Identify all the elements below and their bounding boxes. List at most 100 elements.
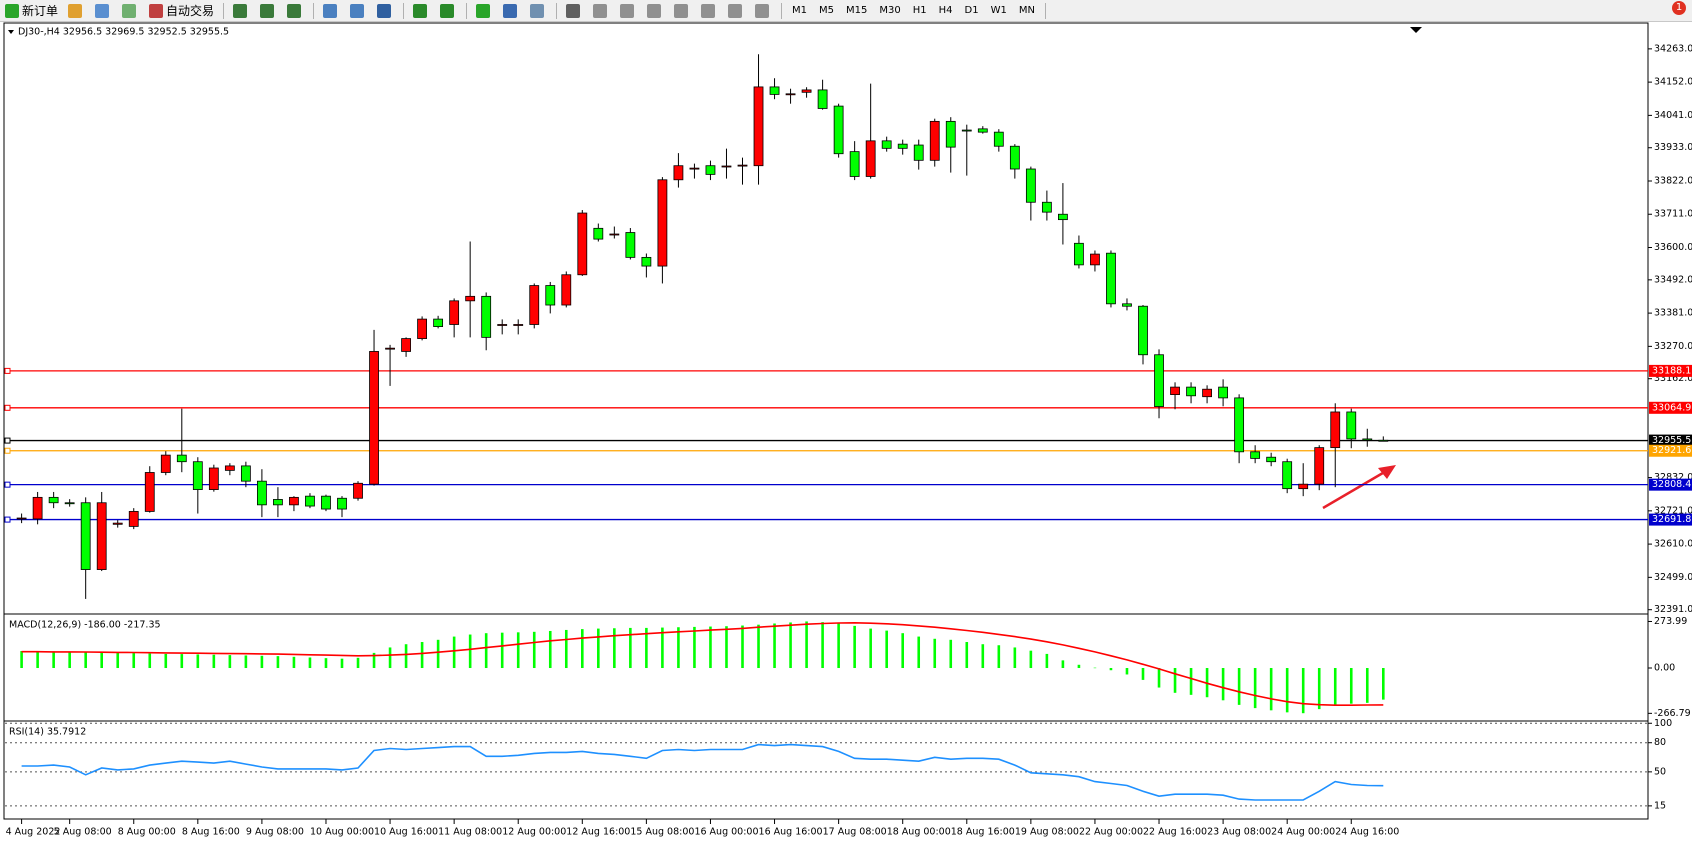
icon — [728, 3, 743, 18]
separator — [466, 2, 468, 19]
notification-badge[interactable]: 1 — [1672, 1, 1686, 15]
timeframe-button[interactable]: M15 — [846, 5, 868, 16]
icon — [593, 3, 608, 18]
histogram-bar — [789, 622, 792, 669]
tool-button[interactable] — [750, 1, 777, 21]
y-tick-label: 33933.0 — [1654, 142, 1692, 153]
timeframe-button[interactable]: H4 — [938, 5, 953, 16]
candle-body — [721, 165, 732, 168]
tool-button[interactable] — [498, 1, 525, 21]
auto-trading-button[interactable]: 自动交易 — [144, 1, 219, 21]
tool-button[interactable] — [615, 1, 642, 21]
x-tick-label: 5 Aug 08:00 — [54, 827, 112, 838]
histogram-bar — [901, 633, 904, 669]
histogram-bar — [116, 652, 120, 669]
candle-body — [1041, 201, 1052, 213]
arrow-shaft — [1322, 468, 1389, 510]
y-tick-label: 34263.0 — [1654, 43, 1692, 54]
tool-button[interactable] — [588, 1, 615, 21]
tool-button[interactable] — [90, 1, 117, 21]
shift-marker — [1410, 27, 1422, 33]
timeframe-button[interactable]: D1 — [964, 5, 979, 16]
icon — [233, 3, 248, 18]
tool-button[interactable] — [228, 1, 255, 21]
histogram-bar — [516, 632, 520, 669]
tool-button[interactable] — [525, 1, 552, 21]
title-marker — [8, 30, 14, 34]
histogram-bar — [68, 651, 71, 669]
chart-title: DJ30-,H4 32956.5 32969.5 32952.5 32955.5 — [18, 27, 229, 38]
tool-button[interactable] — [117, 1, 144, 21]
histogram-bar — [100, 652, 103, 669]
histogram-bar — [340, 658, 344, 669]
candle-body — [1250, 451, 1261, 459]
histogram-bar — [388, 647, 392, 669]
histogram-bar — [757, 624, 760, 669]
y-tick-label: 32391.0 — [1654, 604, 1692, 615]
candle-body — [577, 212, 588, 276]
icon — [503, 3, 518, 18]
zoom-in-button[interactable] — [318, 1, 345, 21]
tool-button[interactable] — [669, 1, 696, 21]
tool-button[interactable] — [471, 1, 498, 21]
histogram-bar — [372, 652, 376, 669]
tool-button[interactable] — [408, 1, 435, 21]
timeframe-button[interactable]: H1 — [912, 5, 927, 16]
tool-button[interactable] — [372, 1, 399, 21]
histogram-bar — [1093, 667, 1097, 669]
candle-body — [192, 461, 203, 490]
x-tick-label: 16 Aug 00:00 — [694, 827, 758, 838]
tool-button[interactable] — [561, 1, 588, 21]
candle-body — [593, 227, 604, 240]
new-order-button[interactable]: 新订单 — [0, 1, 63, 21]
level-label-box — [1649, 513, 1692, 526]
tool-button[interactable] — [63, 1, 90, 21]
tool-button[interactable] — [435, 1, 462, 21]
tool-button[interactable] — [696, 1, 723, 21]
chart-frame — [3, 22, 1649, 820]
candle-body — [993, 131, 1004, 147]
candle-body — [1330, 411, 1341, 449]
histogram-bar — [1349, 668, 1353, 704]
timeframe-button[interactable]: M1 — [792, 5, 808, 16]
timeframe-button[interactable]: M5 — [819, 5, 835, 16]
separator — [313, 2, 315, 19]
candle-body — [481, 295, 492, 338]
candle-body — [1025, 168, 1036, 203]
candle-body — [1346, 411, 1357, 440]
candle-body — [769, 86, 780, 95]
timeframe-button[interactable]: W1 — [990, 5, 1007, 16]
tool-button[interactable] — [255, 1, 282, 21]
tool-button[interactable] — [642, 1, 669, 21]
histogram-bar — [564, 629, 568, 669]
level-label-box — [1649, 364, 1692, 377]
level-marker — [4, 516, 11, 523]
candle-body — [929, 120, 940, 161]
level-marker — [4, 481, 11, 488]
histogram-bar — [308, 657, 312, 669]
icon — [68, 3, 83, 18]
histogram-bar — [84, 651, 87, 669]
x-tick-label: 17 Aug 08:00 — [823, 827, 887, 838]
candle-body — [561, 274, 572, 306]
histogram-bar — [1269, 668, 1273, 711]
tool-button[interactable] — [723, 1, 750, 21]
tool-button[interactable] — [282, 1, 309, 21]
candle-body — [1298, 483, 1309, 490]
level-label-box — [1649, 478, 1692, 491]
candle-body — [1266, 456, 1277, 463]
x-tick-label: 4 Aug 2022 — [6, 827, 61, 838]
zoom-out-button[interactable] — [345, 1, 372, 21]
icon — [149, 3, 164, 18]
histogram-bar — [292, 656, 296, 669]
icon — [95, 3, 110, 18]
histogram-bar — [981, 644, 985, 669]
timeframe-button[interactable]: MN — [1018, 5, 1035, 16]
panel-title: MACD(12,26,9) -186.00 -217.35 — [9, 620, 161, 631]
y-tick-label: 33600.0 — [1654, 242, 1692, 253]
y-tick-label: 80 — [1654, 737, 1666, 748]
candle-body — [128, 511, 139, 527]
timeframe-button[interactable]: M30 — [879, 5, 901, 16]
candle-body — [321, 495, 331, 510]
x-tick-label: 12 Aug 16:00 — [566, 827, 630, 838]
